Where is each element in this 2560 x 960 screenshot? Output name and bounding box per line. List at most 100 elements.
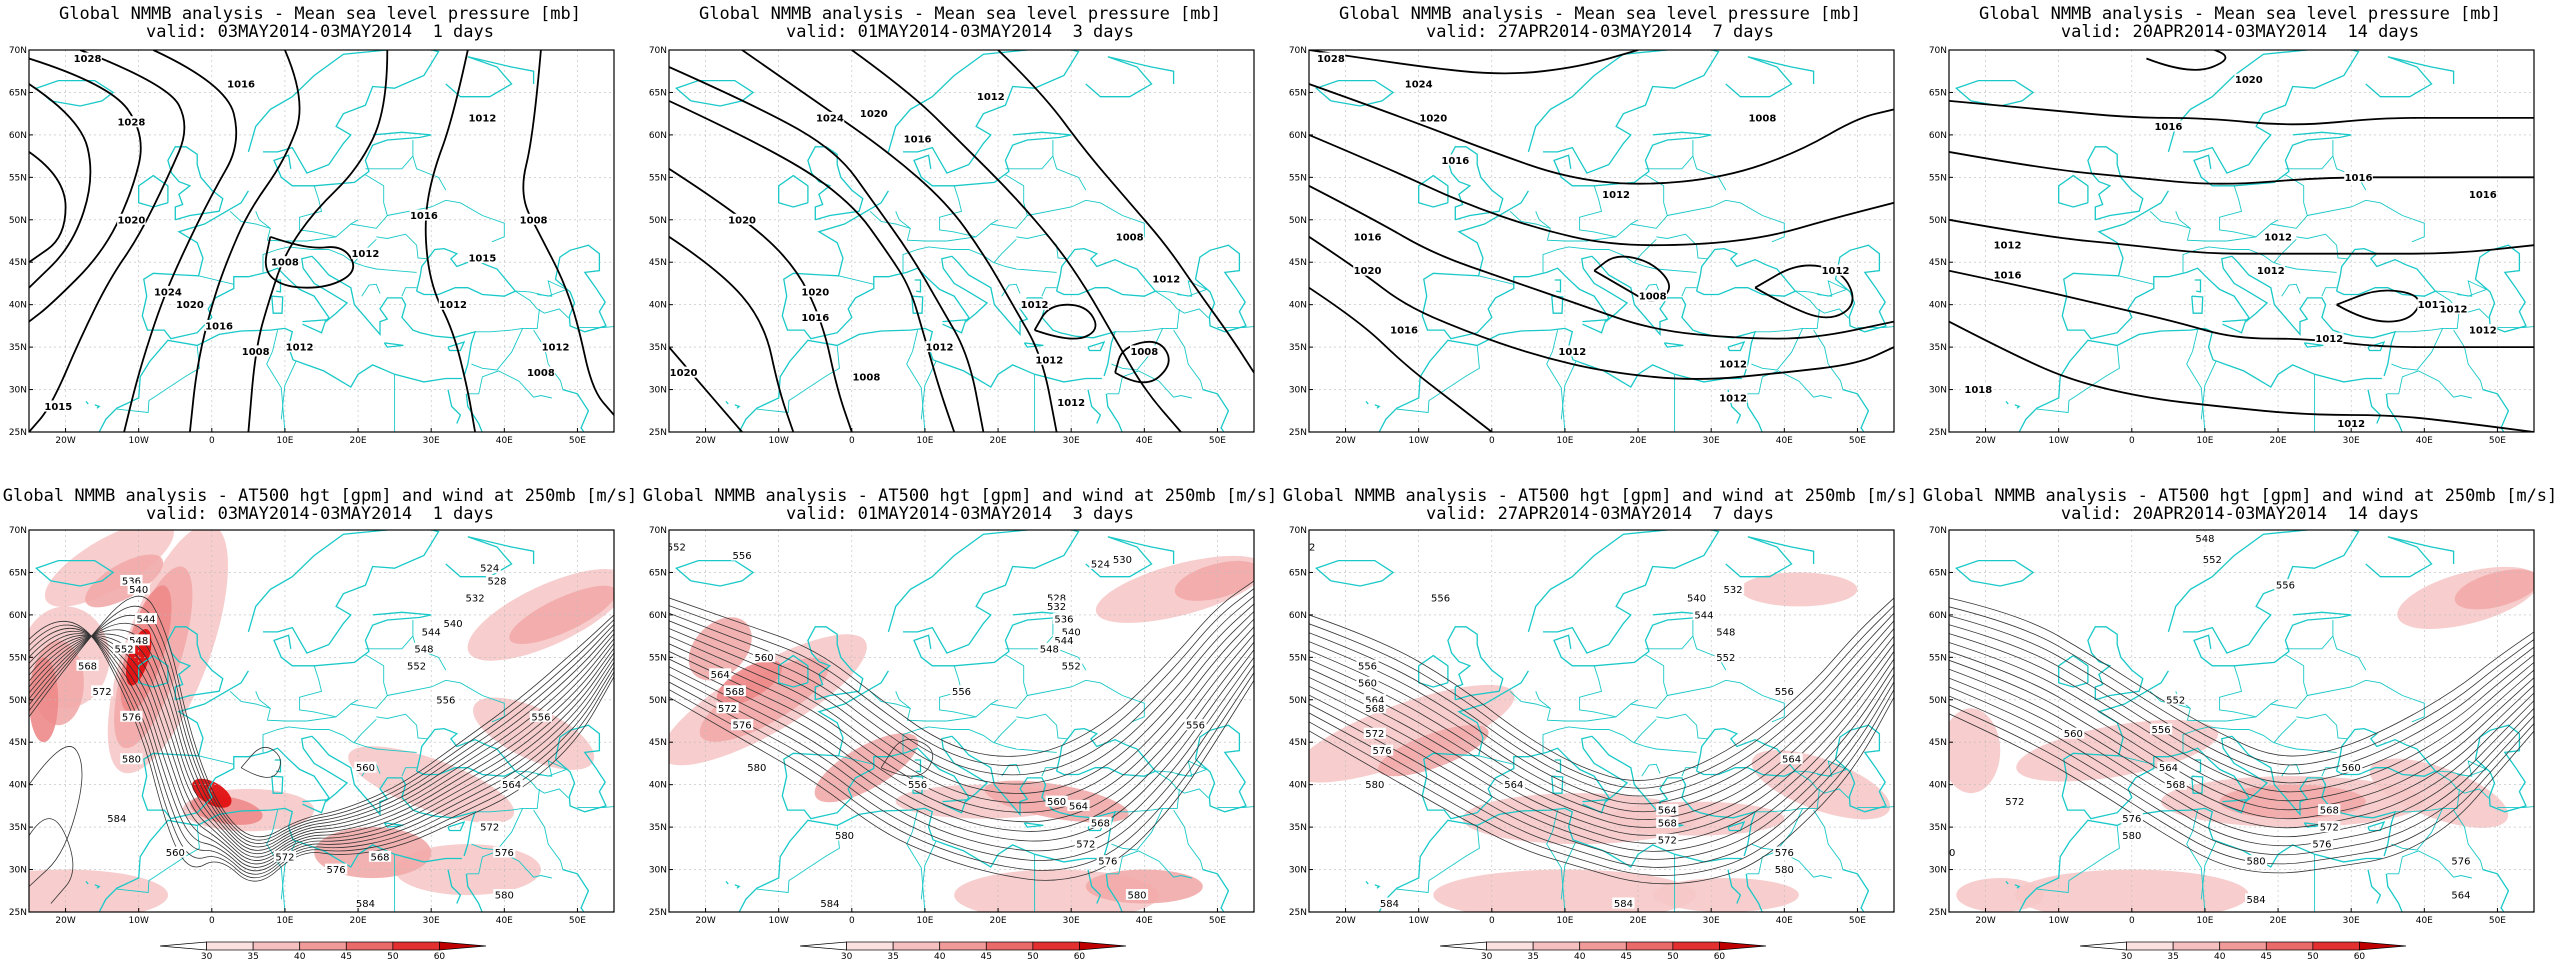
country-border	[475, 308, 540, 333]
coastline	[2335, 247, 2437, 297]
map-frame	[1308, 49, 1895, 433]
contour-label: 544	[1694, 610, 1713, 621]
colorbar-label: 40	[1574, 952, 1586, 960]
colorbar-segment	[1579, 941, 1627, 951]
contour-label-bg	[1722, 583, 1745, 595]
colorbar-segment	[1032, 941, 1080, 951]
contour-label-bg	[1692, 608, 1715, 620]
country-border	[2200, 841, 2217, 900]
contour-label-bg	[2314, 332, 2344, 344]
coastline	[778, 174, 809, 208]
coastline	[781, 670, 1117, 857]
contour-label-bg	[1419, 111, 1448, 123]
contour-label-bg	[2120, 829, 2143, 841]
contour-label-bg	[1638, 290, 1667, 302]
coastline	[2365, 56, 2455, 98]
contour-label-bg	[270, 256, 300, 268]
coastline	[2167, 530, 2360, 654]
contour-label-bg	[153, 285, 183, 297]
country-border	[2296, 713, 2348, 740]
colorbar-label: 50	[2307, 952, 2319, 960]
country-border	[1173, 809, 1204, 870]
y-tick-label: 55N	[1929, 173, 1947, 183]
country-border	[2395, 788, 2460, 813]
height-contour	[29, 633, 614, 855]
colorbar-label: 40	[2214, 952, 2226, 960]
height-contour	[1949, 686, 2534, 847]
y-tick-label: 60N	[9, 131, 27, 141]
height-contour	[1309, 612, 1894, 797]
contour-label: 556	[436, 695, 455, 706]
contour-label: 1016	[2469, 190, 2497, 201]
contour-label-bg	[1184, 719, 1207, 731]
isobar	[741, 50, 1058, 432]
height-contour	[669, 618, 1254, 804]
country-border	[2285, 140, 2334, 170]
height-contour	[1949, 659, 2534, 820]
x-tick-label: 30E	[2343, 916, 2360, 926]
height-contour	[29, 630, 614, 872]
country-border	[1634, 718, 1657, 743]
contour-label: 540	[1687, 593, 1706, 604]
x-tick-label: 50E	[2489, 436, 2506, 446]
contour-label: 556	[1775, 687, 1794, 698]
y-tick-label: 70N	[1289, 46, 1307, 56]
colorbar-segment	[1719, 941, 1767, 951]
contour-label-bg	[1718, 392, 1748, 403]
contour-label: 576	[122, 712, 141, 723]
contour-label-bg	[464, 591, 487, 603]
contour-label: 1016	[1354, 232, 1382, 243]
contour-label-bg	[1125, 889, 1149, 900]
contour-label: 576	[2122, 814, 2141, 825]
coastline	[1421, 670, 1757, 857]
height-contour	[29, 595, 614, 838]
country-border	[537, 760, 567, 777]
height-contour	[29, 628, 614, 875]
contour-label-bg	[1718, 358, 1748, 370]
country-border	[2281, 283, 2301, 297]
x-tick-label: 50E	[1849, 916, 1866, 926]
x-tick-label: 10E	[916, 436, 933, 446]
x-tick-label: 20W	[695, 916, 715, 926]
coastline	[2018, 807, 2382, 912]
colorbar-segment	[799, 941, 847, 951]
contour-label: 560	[1047, 797, 1066, 808]
isobar	[2146, 50, 2227, 71]
coastline	[1745, 873, 1763, 912]
coastline	[914, 279, 922, 293]
contour-label: 564	[1365, 695, 1384, 706]
country-border	[365, 620, 414, 650]
height-contour	[1949, 642, 2534, 802]
country-border	[229, 210, 271, 229]
country-border	[1813, 809, 1844, 870]
y-tick-label: 65N	[649, 88, 667, 98]
height-contour	[29, 614, 614, 844]
contour-label-bg	[2003, 795, 2026, 807]
x-tick-label: 30E	[1063, 436, 1080, 446]
contour-label: 584	[1380, 899, 1399, 910]
contour-label: 1016	[1994, 271, 2022, 282]
country-border	[2036, 825, 2120, 893]
contour-label-bg	[2468, 324, 2498, 336]
contour-label-bg	[2234, 73, 2264, 85]
contour-label: 564	[1782, 755, 1801, 766]
y-tick-label: 45N	[649, 258, 667, 268]
contour-label: 1012	[2257, 266, 2285, 277]
country-border	[1542, 246, 1697, 273]
country-border	[1005, 620, 1054, 650]
x-tick-label: 40E	[2416, 916, 2433, 926]
country-border	[1817, 760, 1847, 777]
y-tick-label: 55N	[649, 653, 667, 663]
contour-label: 568	[1365, 704, 1384, 715]
country-border	[262, 726, 417, 753]
coastline	[1553, 611, 1712, 667]
contour-label: 560	[1358, 678, 1377, 689]
coastline	[1365, 400, 1369, 405]
height-contour	[1309, 605, 1894, 789]
contour-label: 1008	[520, 215, 548, 226]
coastline	[1554, 279, 1562, 293]
contour-label: 544	[1054, 636, 1073, 647]
contour-label: 1012	[1558, 347, 1586, 358]
contour-label: 564	[1658, 806, 1677, 817]
x-tick-label: 50E	[1849, 436, 1866, 446]
